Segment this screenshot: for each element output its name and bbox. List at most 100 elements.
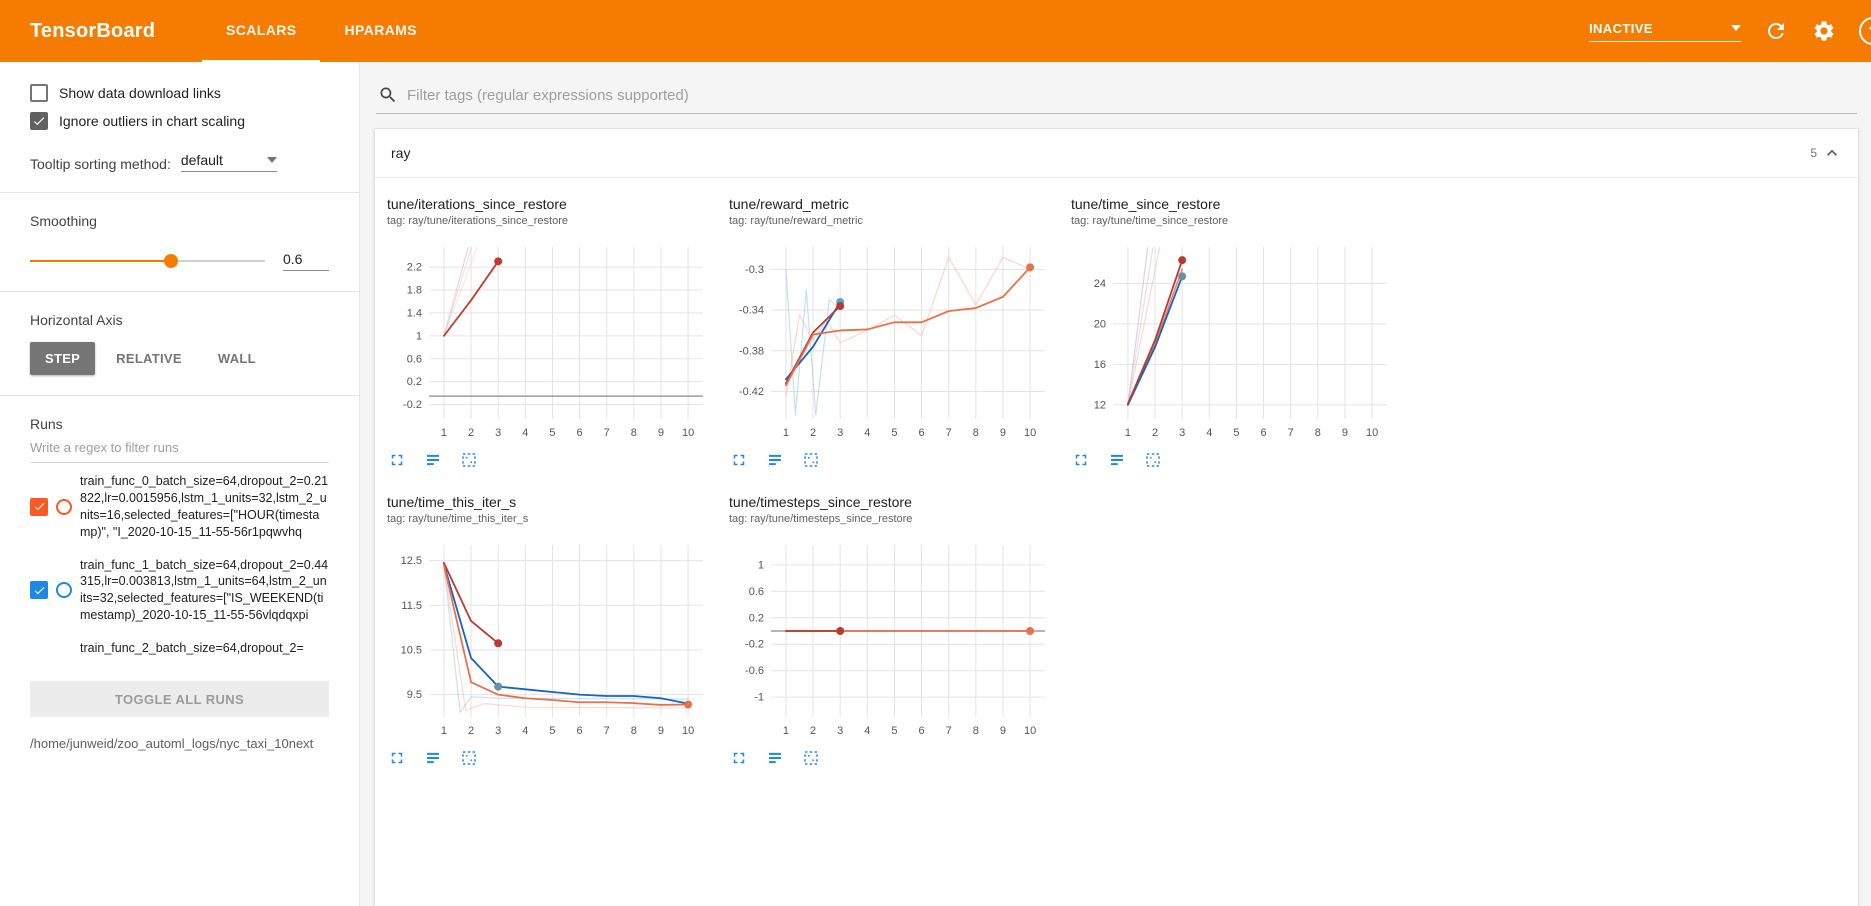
svg-text:10: 10 [1366, 427, 1378, 439]
svg-text:5: 5 [891, 725, 897, 737]
expand-chart-icon[interactable] [729, 748, 749, 768]
chart-plot[interactable]: 12 16 20 24 1 2 3 4 5 6 7 8 9 10 [1069, 237, 1399, 445]
smoothing-slider-knob[interactable] [164, 254, 178, 268]
svg-text:4: 4 [864, 725, 870, 737]
svg-text:10: 10 [1024, 427, 1036, 439]
run-checkbox[interactable] [30, 581, 48, 600]
fit-domain-icon[interactable] [423, 450, 443, 470]
svg-text:-0.42: -0.42 [739, 386, 764, 398]
smoothing-slider[interactable] [30, 254, 265, 268]
tag-group-title: ray [391, 145, 411, 161]
run-item[interactable]: train_func_2_batch_size=64,dropout_2= [30, 632, 329, 665]
filter-tags-input[interactable] [407, 86, 1855, 104]
chart-toolbar [385, 748, 715, 768]
chart-plot[interactable]: 9.5 10.5 11.5 12.5 1 2 3 4 5 6 7 8 9 10 [385, 535, 715, 743]
svg-text:0.2: 0.2 [749, 612, 764, 624]
svg-text:2: 2 [468, 725, 474, 737]
divider [0, 192, 359, 193]
search-icon [380, 87, 396, 103]
chart-title: tune/iterations_since_restore [387, 196, 567, 212]
expand-chart-icon[interactable] [729, 450, 749, 470]
chart-tag: tag: ray/tune/reward_metric [729, 215, 863, 227]
expand-chart-icon[interactable] [387, 748, 407, 768]
topbar: TensorBoard SCALARS HPARAMS INACTIVE ? [0, 0, 1871, 62]
svg-text:2: 2 [810, 725, 816, 737]
svg-text:12.5: 12.5 [401, 555, 422, 567]
chart-tag: tag: ray/tune/iterations_since_restore [387, 215, 568, 227]
runs-filter-input[interactable] [30, 432, 329, 463]
axis-relative-button[interactable]: RELATIVE [101, 342, 197, 375]
chart-toolbar [1069, 450, 1399, 470]
chevron-down-icon [266, 157, 277, 163]
tag-group-header[interactable]: ray 5 [375, 129, 1858, 178]
expand-chart-icon[interactable] [1071, 450, 1091, 470]
svg-text:7: 7 [604, 725, 610, 737]
fit-domain-icon[interactable] [765, 450, 785, 470]
svg-text:7: 7 [946, 427, 952, 439]
svg-text:-1: -1 [754, 692, 764, 704]
axis-wall-button[interactable]: WALL [203, 342, 271, 375]
run-radio[interactable] [56, 498, 72, 515]
chevron-up-icon[interactable] [1822, 143, 1842, 163]
chart-card: tune/time_since_restore tag: ray/tune/ti… [1069, 196, 1399, 470]
ignore-outliers-checkbox[interactable] [30, 112, 48, 130]
svg-text:1: 1 [441, 427, 447, 439]
expand-chart-icon[interactable] [387, 450, 407, 470]
tab-scalars[interactable]: SCALARS [202, 0, 321, 62]
run-checkbox[interactable] [30, 497, 48, 516]
svg-text:2: 2 [1152, 427, 1158, 439]
run-status-select[interactable]: INACTIVE [1589, 21, 1741, 42]
fit-domain-icon[interactable] [1107, 450, 1127, 470]
chart-card: tune/iterations_since_restore tag: ray/t… [385, 196, 715, 470]
chart-plot[interactable]: -0.42 -0.38 -0.34 -0.3 1 2 3 4 5 6 7 8 9 10 [727, 237, 1057, 445]
run-item[interactable]: train_func_0_batch_size=64,dropout_2=0.2… [30, 465, 329, 549]
chart-plot[interactable]: -0.2 0.2 0.6 1 1.4 1.8 2.2 1 2 3 4 5 6 7 8 9 10 [385, 237, 715, 445]
svg-text:8: 8 [631, 725, 637, 737]
svg-text:1: 1 [783, 725, 789, 737]
svg-text:5: 5 [891, 427, 897, 439]
svg-text:1: 1 [1125, 427, 1131, 439]
toggle-all-runs-button[interactable]: TOGGLE ALL RUNS [30, 681, 329, 717]
run-item[interactable]: train_func_1_batch_size=64,dropout_2=0.4… [30, 549, 329, 633]
show-download-checkbox[interactable] [30, 84, 48, 102]
chart-toolbar [727, 450, 1057, 470]
pin-selection-icon[interactable] [1143, 450, 1163, 470]
svg-text:8: 8 [973, 427, 979, 439]
svg-text:4: 4 [522, 427, 528, 439]
pin-selection-icon[interactable] [459, 450, 479, 470]
ignore-outliers-row[interactable]: Ignore outliers in chart scaling [30, 112, 329, 130]
svg-text:0.2: 0.2 [407, 376, 422, 388]
svg-text:1: 1 [758, 559, 764, 571]
svg-text:1: 1 [783, 427, 789, 439]
svg-text:9: 9 [1000, 427, 1006, 439]
smoothing-value[interactable]: 0.6 [283, 251, 329, 271]
pin-selection-icon[interactable] [801, 450, 821, 470]
ignore-outliers-label: Ignore outliers in chart scaling [59, 113, 245, 129]
smoothing-slider-track [30, 260, 265, 262]
chart-card: tune/timesteps_since_restore tag: ray/tu… [727, 494, 1057, 768]
chevron-down-icon [1731, 25, 1741, 31]
fit-domain-icon[interactable] [423, 748, 443, 768]
tab-hparams[interactable]: HPARAMS [344, 22, 418, 38]
refresh-icon[interactable] [1763, 18, 1789, 44]
svg-text:-0.3: -0.3 [745, 264, 764, 276]
tooltip-sorting-select[interactable]: default [180, 152, 277, 172]
tag-group-count: 5 [1810, 146, 1817, 160]
axis-step-button[interactable]: STEP [30, 342, 96, 375]
help-icon[interactable]: ? [1859, 17, 1871, 45]
tag-filter-bar [376, 76, 1857, 114]
pin-selection-icon[interactable] [459, 748, 479, 768]
svg-text:24: 24 [1094, 278, 1106, 290]
settings-gear-icon[interactable] [1811, 18, 1837, 44]
svg-text:6: 6 [919, 725, 925, 737]
pin-selection-icon[interactable] [801, 748, 821, 768]
chart-plot[interactable]: -1 -0.6 -0.2 0.2 0.6 1 1 2 3 4 5 6 7 8 9 10 [727, 535, 1057, 743]
svg-text:10: 10 [682, 725, 694, 737]
fit-domain-icon[interactable] [765, 748, 785, 768]
svg-text:3: 3 [837, 725, 843, 737]
svg-text:20: 20 [1094, 318, 1106, 330]
show-download-row[interactable]: Show data download links [30, 84, 329, 102]
svg-text:8: 8 [631, 427, 637, 439]
run-radio[interactable] [56, 582, 72, 599]
smoothing-slider-fill [30, 260, 171, 262]
